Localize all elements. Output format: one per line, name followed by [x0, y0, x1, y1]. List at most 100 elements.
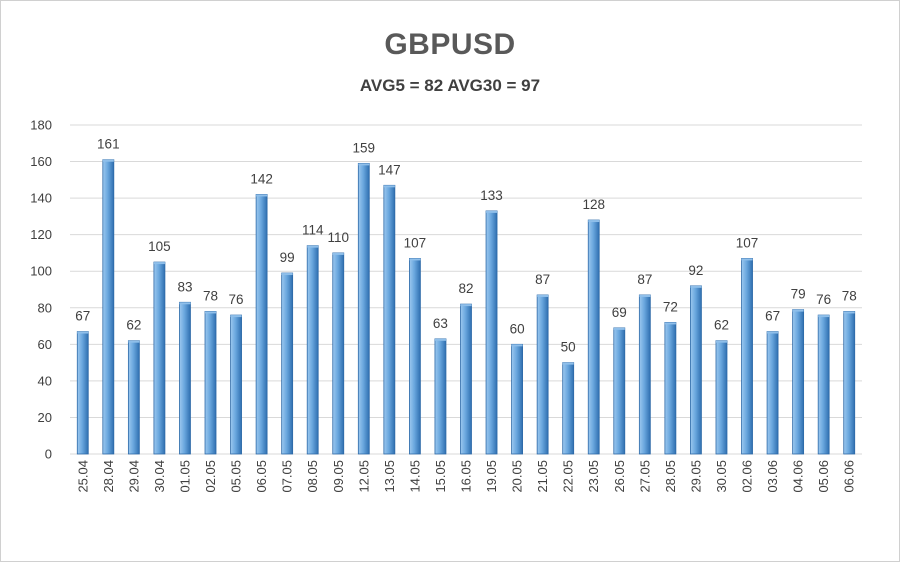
bar-top: [205, 311, 217, 314]
bar-top: [562, 362, 574, 365]
bar-top: [179, 302, 191, 305]
bar-top: [128, 340, 140, 343]
data-label: 83: [177, 279, 192, 294]
y-tick-label: 20: [38, 410, 52, 425]
x-tick-label: 30.04: [152, 460, 167, 493]
bar-top: [843, 311, 855, 314]
data-label: 72: [663, 299, 678, 314]
bar: [587, 219, 600, 455]
data-label: 147: [378, 162, 401, 177]
bar-top: [77, 331, 89, 334]
x-tick-label: 16.05: [459, 460, 474, 493]
bar: [485, 210, 498, 455]
x-tick-label: 01.05: [177, 460, 192, 493]
x-tick-label: 02.06: [740, 460, 755, 493]
bar-top: [486, 210, 498, 213]
data-label: 161: [97, 137, 120, 152]
data-label: 67: [75, 309, 90, 324]
bar-top: [153, 262, 165, 265]
data-label: 50: [561, 340, 576, 355]
bar-top: [281, 273, 293, 276]
bar: [741, 258, 753, 455]
data-label: 82: [458, 281, 473, 296]
x-tick-label: 20.05: [510, 460, 525, 493]
y-tick-label: 40: [38, 373, 52, 388]
bar: [460, 303, 472, 455]
bar: [102, 159, 115, 455]
data-label: 78: [203, 288, 218, 303]
bar-top: [230, 315, 242, 318]
y-tick-label: 80: [38, 300, 52, 315]
bar: [664, 321, 677, 455]
bar-top: [818, 315, 830, 318]
x-tick-label: 30.05: [714, 460, 729, 493]
bar: [383, 184, 396, 455]
x-tick-label: 15.05: [433, 460, 448, 493]
x-tick-label: 08.05: [305, 460, 320, 493]
x-tick-label: 05.06: [816, 460, 831, 493]
data-label: 78: [842, 288, 857, 303]
data-label: 62: [714, 318, 729, 333]
bar-top: [307, 245, 319, 248]
x-tick-label: 19.05: [484, 460, 499, 493]
data-label: 92: [688, 263, 703, 278]
bar: [409, 258, 421, 455]
y-tick-label: 160: [30, 154, 52, 169]
x-tick-label: 04.06: [791, 460, 806, 493]
bars: [76, 159, 856, 455]
bar-top: [434, 338, 446, 341]
bar-top: [613, 327, 625, 330]
x-tick-label: 21.05: [535, 460, 550, 493]
x-tick-label: 26.05: [612, 460, 627, 493]
bar: [766, 331, 779, 455]
bar-top: [332, 252, 344, 255]
y-tick-label: 60: [38, 337, 52, 352]
bar: [127, 340, 140, 455]
bar: [204, 311, 217, 455]
x-tick-label: 09.05: [331, 460, 346, 493]
x-axis-ticks: 25.04 28.04 29.04 30.04 01.05 02.05 05.05 06.05…: [75, 460, 856, 493]
bar: [690, 285, 702, 455]
bar: [536, 294, 549, 455]
bar-top: [588, 220, 600, 223]
data-label: 114: [302, 223, 324, 238]
y-tick-label: 0: [45, 447, 52, 462]
data-label: 105: [148, 239, 171, 254]
data-label: 107: [736, 235, 759, 250]
y-tick-label: 100: [30, 264, 52, 279]
bar: [843, 311, 856, 455]
bar-top: [358, 163, 370, 166]
bar: [179, 301, 191, 455]
bar: [153, 261, 166, 455]
bar: [792, 309, 805, 455]
data-label: 107: [404, 235, 427, 250]
bar-top: [383, 185, 395, 188]
data-label: 62: [126, 318, 141, 333]
bar: [230, 314, 242, 455]
chart-subtitle: AVG5 = 82 AVG30 = 97: [359, 76, 541, 95]
x-tick-label: 06.06: [842, 460, 857, 493]
x-tick-label: 06.05: [254, 460, 269, 493]
bar: [715, 340, 728, 455]
x-tick-label: 28.05: [663, 460, 678, 493]
bar-top: [664, 322, 676, 325]
bar: [76, 331, 89, 455]
data-label: 128: [582, 197, 605, 212]
x-tick-label: 23.05: [586, 460, 601, 493]
bar: [638, 294, 651, 455]
data-label: 76: [229, 292, 244, 307]
bar-top: [715, 340, 727, 343]
bar: [281, 272, 294, 455]
bar: [255, 194, 268, 455]
bar-top: [690, 285, 702, 288]
data-label: 133: [480, 188, 503, 203]
bar-top: [256, 194, 268, 197]
data-label: 69: [612, 305, 627, 320]
bar-top: [792, 309, 804, 312]
x-tick-label: 07.05: [280, 460, 295, 493]
x-tick-label: 12.05: [356, 460, 371, 493]
bar-top: [741, 258, 753, 261]
y-tick-label: 180: [30, 118, 52, 133]
bar: [357, 162, 370, 455]
